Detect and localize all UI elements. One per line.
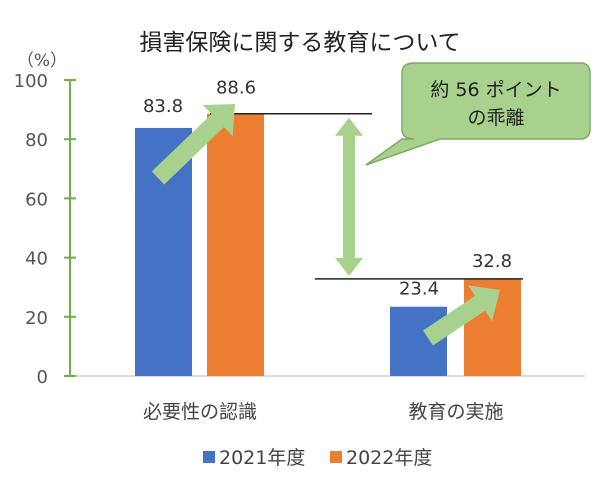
- legend-label: 2022年度: [346, 447, 432, 469]
- y-tick-label: 100: [14, 71, 48, 92]
- category-label: 教育の実施: [408, 401, 503, 423]
- callout-text-line1: 約 56 ポイント: [430, 79, 561, 101]
- y-axis-label: （%）: [17, 51, 67, 71]
- callout-bubble: [365, 62, 591, 166]
- legend-swatch: [203, 451, 215, 463]
- data-label: 32.8: [472, 251, 512, 272]
- increase-arrow-icon: [423, 285, 500, 346]
- callout-text-line2: の乖離: [467, 107, 524, 129]
- bar-2022年度-必要性の認識: [207, 113, 264, 376]
- chart-title: 損害保険に関する教育について: [139, 30, 460, 56]
- y-tick-label: 80: [25, 130, 48, 151]
- y-tick-label: 60: [25, 189, 48, 210]
- data-label: 23.4: [399, 279, 439, 300]
- data-label: 83.8: [143, 96, 183, 117]
- legend-swatch: [330, 451, 342, 463]
- double-arrow-icon: [335, 117, 363, 276]
- increase-arrow-icon: [151, 104, 235, 185]
- data-label: 88.6: [216, 78, 256, 99]
- legend-label: 2021年度: [219, 447, 305, 469]
- y-tick-label: 40: [25, 249, 48, 270]
- y-tick-label: 0: [37, 367, 48, 388]
- category-label: 必要性の認識: [143, 401, 257, 423]
- y-tick-label: 20: [25, 308, 48, 329]
